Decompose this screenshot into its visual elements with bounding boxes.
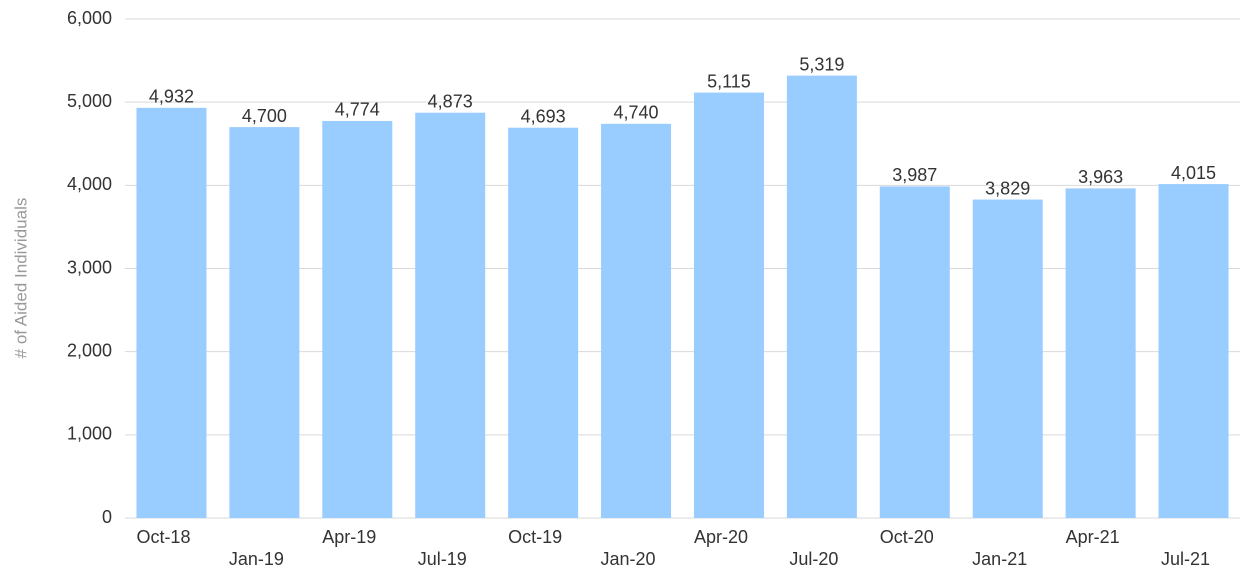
data-label: 4,932 xyxy=(149,87,194,107)
x-tick-label: Jul-20 xyxy=(789,549,838,569)
bar xyxy=(1065,188,1136,518)
x-tick-label: Jan-19 xyxy=(229,549,284,569)
data-label: 4,774 xyxy=(335,100,380,120)
data-label: 4,700 xyxy=(242,106,287,126)
x-tick-label: Apr-19 xyxy=(322,527,376,547)
data-label: 5,319 xyxy=(799,54,844,74)
bar xyxy=(972,199,1043,518)
data-label: 4,015 xyxy=(1171,163,1216,183)
bar xyxy=(1158,184,1229,519)
y-tick-label: 6,000 xyxy=(67,8,112,28)
x-tick-label: Apr-21 xyxy=(1066,527,1120,547)
data-label: 4,873 xyxy=(428,91,473,111)
x-tick-label: Oct-19 xyxy=(508,527,562,547)
bar xyxy=(136,107,207,519)
bar xyxy=(322,120,393,518)
y-tick-label: 0 xyxy=(102,507,112,527)
y-tick-label: 3,000 xyxy=(67,257,112,277)
bar xyxy=(229,127,300,518)
bar xyxy=(415,112,486,519)
bar xyxy=(879,186,950,519)
data-label: 4,693 xyxy=(521,106,566,126)
data-label: 3,829 xyxy=(985,178,1030,198)
y-tick-label: 2,000 xyxy=(67,340,112,360)
data-label: 3,963 xyxy=(1078,167,1123,187)
data-label: 3,987 xyxy=(892,165,937,185)
x-tick-label: Apr-20 xyxy=(694,527,748,547)
data-label: 5,115 xyxy=(707,71,751,91)
bar xyxy=(693,92,764,518)
data-label: 4,740 xyxy=(614,103,659,123)
x-tick-label: Oct-18 xyxy=(136,527,190,547)
x-tick-label: Jul-19 xyxy=(418,549,467,569)
bar xyxy=(786,75,857,518)
bar xyxy=(508,127,579,519)
bar xyxy=(601,123,672,518)
y-tick-label: 1,000 xyxy=(67,424,112,444)
y-tick-label: 4,000 xyxy=(67,174,112,194)
y-tick-label: 5,000 xyxy=(67,91,112,111)
y-axis-label: # of Aided Individuals xyxy=(11,198,30,359)
x-tick-label: Jul-21 xyxy=(1161,549,1210,569)
x-tick-label: Jan-21 xyxy=(972,549,1027,569)
x-tick-label: Jan-20 xyxy=(601,549,656,569)
x-tick-label: Oct-20 xyxy=(880,527,934,547)
